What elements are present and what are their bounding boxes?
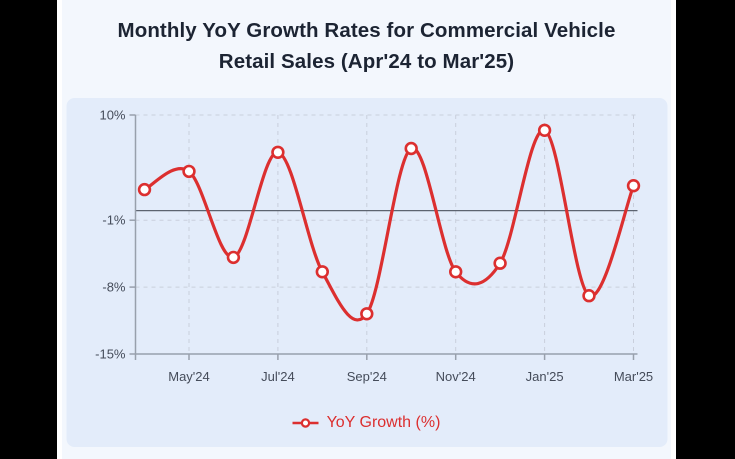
app-container: Monthly YoY Growth Rates for Commercial … — [62, 0, 671, 459]
chart-title: Monthly YoY Growth Rates for Commercial … — [62, 0, 671, 77]
left-letterbox-bar — [0, 0, 57, 459]
x-axis-tick-label: Nov'24 — [435, 369, 475, 384]
x-axis-tick-label: Jul'24 — [261, 369, 295, 384]
y-axis-tick-label: -8% — [102, 280, 126, 295]
y-axis-tick-label: -1% — [102, 213, 126, 228]
x-axis-tick-label: Jan'25 — [525, 369, 563, 384]
series-line-yoy-growth[interactable] — [142, 128, 635, 322]
legend-label: YoY Growth (%) — [326, 414, 441, 431]
page-background: Monthly YoY Growth Rates for Commercial … — [57, 0, 676, 459]
data-point-marker[interactable] — [404, 141, 418, 156]
data-point-marker[interactable] — [181, 164, 196, 179]
chart-title-line2: Retail Sales (Apr'24 to Mar'25) — [218, 50, 515, 73]
data-point-marker[interactable] — [581, 289, 596, 303]
data-point-marker[interactable] — [226, 250, 240, 265]
data-point-marker[interactable] — [626, 178, 640, 193]
data-point-marker[interactable] — [359, 307, 373, 321]
y-axis-tick-label: -15% — [95, 347, 126, 362]
legend-line-marker-icon — [292, 418, 319, 428]
data-point-marker[interactable] — [448, 265, 462, 279]
chart-legend: YoY Growth (%) — [66, 414, 667, 432]
y-axis-tick-label: 10% — [99, 108, 125, 123]
data-point-marker[interactable] — [270, 145, 285, 159]
chart-title-line1: Monthly YoY Growth Rates for Commercial … — [117, 19, 616, 42]
data-point-marker[interactable] — [492, 256, 507, 270]
data-point-marker[interactable] — [315, 265, 329, 279]
x-axis-tick-label: May'24 — [168, 369, 210, 384]
data-point-marker[interactable] — [537, 123, 551, 137]
x-axis-tick-label: Mar'25 — [613, 369, 652, 384]
right-letterbox-bar — [676, 0, 735, 459]
chart-canvas[interactable]: 10% -1% -8% -15% May'24 Jul'24 Sep'24 Nov'24 Jan… — [66, 98, 667, 398]
x-axis-tick-label: Sep'24 — [346, 369, 386, 384]
chart-panel: 10% -1% -8% -15% May'24 Jul'24 Sep'24 Nov'24 Jan… — [66, 98, 667, 447]
legend-item-yoy-growth[interactable]: YoY Growth (%) — [292, 414, 441, 432]
data-point-marker[interactable] — [137, 182, 151, 197]
